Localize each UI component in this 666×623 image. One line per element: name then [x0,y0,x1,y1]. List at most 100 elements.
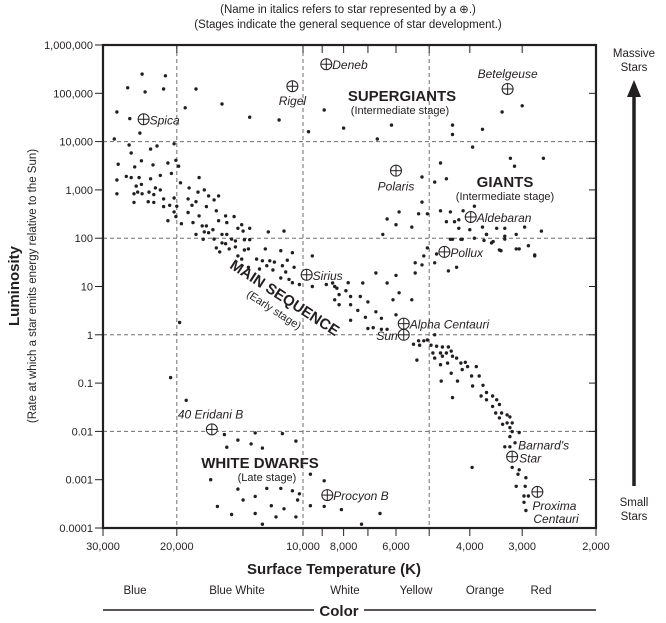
star-point [211,228,215,232]
star-point [306,130,311,134]
star-point [172,210,176,214]
star-point [337,292,341,297]
star-point [446,345,451,349]
small-stars-label-2: Stars [621,511,648,523]
star-point [333,298,337,302]
star-point [477,374,481,378]
star-point [202,230,206,234]
region-giants: GIANTS [477,174,534,191]
star-point [242,248,247,252]
star-point [254,257,259,261]
star-name-label: Betelgeuse [478,67,538,81]
star-name-label: Barnard's Star [518,439,569,466]
region-giants-stage: (Intermediate stage) [456,191,554,203]
star-point [151,163,155,167]
x-tick-label: 3,000 [508,541,536,553]
star-point [155,144,159,148]
star-point [346,281,350,285]
x-tick-label: 8,000 [330,541,358,553]
x-tick-label: 6,000 [382,541,410,553]
x-tick-label: 2,000 [582,541,610,553]
star-point [137,175,141,180]
star-point [175,204,179,208]
star-point [204,204,209,209]
star-point [425,338,430,342]
star-point [505,413,509,417]
star-point [499,249,503,253]
star-point [366,326,370,331]
star-point [499,411,504,415]
star-point [385,217,389,221]
star-point [191,220,195,225]
arrow-up-icon [627,80,641,97]
star-point [500,422,505,426]
star-point [271,268,275,272]
star-point [322,108,326,112]
star-point [522,500,526,504]
star-point [240,223,244,227]
star-point [216,194,221,198]
star-point [490,394,495,398]
star-point [172,196,176,200]
star-point [389,123,394,127]
star-point [196,190,200,194]
color-white: White [330,585,359,597]
star-point [450,395,455,400]
star-point [324,282,328,287]
plot-frame [101,43,598,530]
star-point [129,151,133,155]
star-point [215,504,220,509]
star-point [265,486,269,491]
star-point [484,390,489,395]
star-point [161,204,166,209]
star-point [452,220,457,224]
star-point [225,232,229,237]
star-point [126,86,130,90]
star-point [169,171,174,176]
star-point [294,515,298,519]
star-point [279,486,283,491]
star-point [450,237,455,241]
star-point [216,219,221,223]
star-point [455,379,460,383]
star-point [379,327,384,331]
star-point [132,192,136,196]
star-point [158,188,162,192]
star-point [236,438,240,442]
star-point [279,249,283,253]
star-point [290,489,295,493]
star-point [282,507,286,511]
star-point [236,226,240,230]
star-point [366,300,370,304]
star-point [523,484,527,488]
star-point [454,265,459,269]
star-point [233,245,238,249]
small-stars-label: Small [620,497,649,509]
named-star-alpha-centauri: Alpha Centauri [397,317,489,332]
named-star-spica: Spica [137,113,180,127]
star-point [274,515,278,519]
star-point [136,190,140,194]
star-point [297,492,302,496]
star-point [220,241,224,245]
star-point [241,498,245,502]
y-tick-label: 10,000 [59,137,93,149]
star-point [139,182,144,187]
star-point [413,271,417,275]
star-point [187,186,191,190]
star-point [484,398,489,402]
star-point [153,186,158,190]
star-point [448,210,453,214]
y-tick-label: 1,000 [65,185,93,197]
star-point [460,237,464,241]
star-point [374,310,378,314]
star-point [202,188,206,192]
star-point [143,90,147,94]
star-point [472,236,477,240]
star-point [257,267,262,271]
star-point [184,398,188,402]
star-point [218,250,222,254]
star-point [229,237,234,241]
y-tick-label: 100,000 [53,88,93,100]
star-point [463,360,467,364]
